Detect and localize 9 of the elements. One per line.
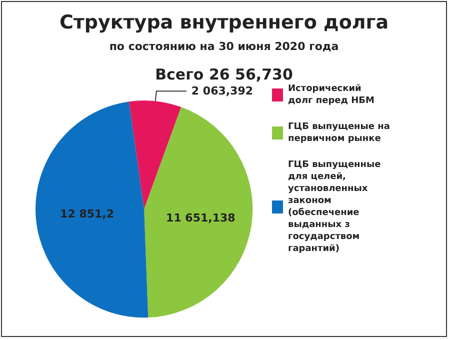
data-label: 11 651,138 (166, 211, 236, 224)
legend-label: Исторический долг перед НБМ (288, 84, 375, 106)
chart-subtitle: по состоянию на 30 июня 2020 года (109, 40, 339, 53)
legend-label: ГЦБ выпущенные для целей, установленных законом (обеспечение выданных з государством гарантий) (288, 160, 384, 254)
legend-label: ГЦБ выпущеные на первичном рынке (288, 122, 394, 144)
chart-title: Структура внутреннего долга (59, 12, 389, 34)
data-label: 2 063,392 (191, 84, 254, 98)
data-label: 12 851,2 (60, 208, 114, 221)
text: Всего 26 56,730 (155, 66, 293, 84)
